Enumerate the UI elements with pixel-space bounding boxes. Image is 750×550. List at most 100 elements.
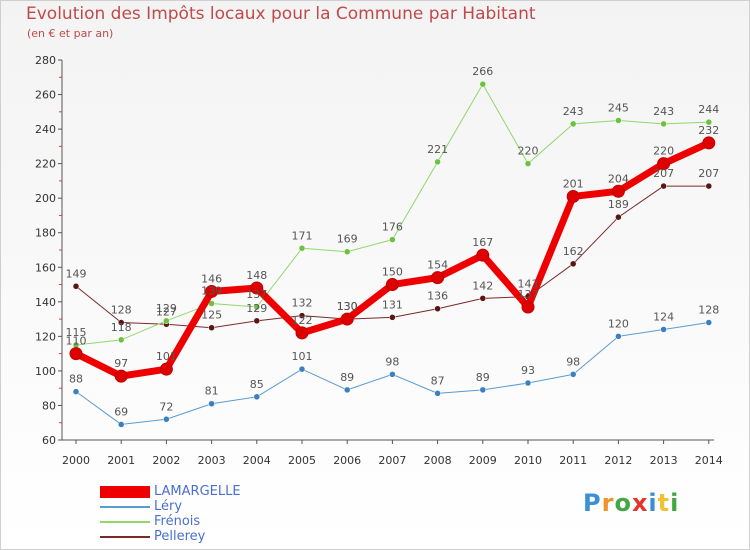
chart-subtitle: (en € et par an) <box>27 27 114 40</box>
data-label-frnois: 169 <box>337 233 358 246</box>
data-point-frnois <box>615 117 622 124</box>
legend-swatch-frenois <box>100 521 150 523</box>
data-point-lamargelle <box>295 326 309 340</box>
data-label-pellerey: 127 <box>156 305 177 318</box>
data-label-pellerey: 149 <box>66 267 87 280</box>
data-point-lamargelle <box>476 248 490 262</box>
logo-letter: r <box>601 489 615 517</box>
data-point-lamargelle <box>385 278 399 292</box>
data-label-frnois: 176 <box>382 221 403 234</box>
data-point-frnois <box>117 336 125 344</box>
x-tick-label: 2002 <box>152 454 180 467</box>
y-tick-label: 100 <box>35 365 56 378</box>
legend-label-frenois: Frénois <box>154 514 201 529</box>
data-point-lamargelle <box>566 189 580 203</box>
x-tick-label: 2007 <box>378 454 406 467</box>
x-tick-label: 2000 <box>62 454 90 467</box>
legend-swatch-pellerey <box>100 536 150 538</box>
data-label-lamargelle: 154 <box>427 259 448 272</box>
legend-swatch-lery <box>100 506 150 508</box>
data-point-lamargelle <box>431 271 445 285</box>
data-label-pellerey: 128 <box>111 304 132 317</box>
data-label-lry: 88 <box>69 373 83 386</box>
data-label-lry: 101 <box>292 350 313 363</box>
data-point-lamargelle <box>205 284 219 298</box>
data-label-frnois: 115 <box>66 326 87 339</box>
x-tick-label: 2004 <box>243 454 271 467</box>
data-label-frnois: 220 <box>518 145 539 158</box>
data-label-frnois: 244 <box>698 103 719 116</box>
legend-label-lamargelle: LAMARGELLE <box>154 484 241 499</box>
x-tick-label: 2008 <box>424 454 452 467</box>
x-tick-label: 2013 <box>650 454 678 467</box>
data-point-lry <box>434 390 441 397</box>
data-label-lamargelle: 101 <box>156 350 177 363</box>
data-label-frnois: 118 <box>111 321 132 334</box>
data-label-frnois: 171 <box>292 229 313 242</box>
data-label-pellerey: 162 <box>563 245 584 258</box>
logo-letter: P <box>583 489 602 517</box>
data-label-pellerey: 131 <box>382 298 403 311</box>
data-label-lry: 89 <box>476 371 490 384</box>
y-tick-label: 80 <box>42 399 56 412</box>
x-tick-label: 2006 <box>333 454 361 467</box>
y-tick-label: 220 <box>35 158 56 171</box>
data-label-lamargelle: 201 <box>563 177 584 190</box>
logo-letter: o <box>614 489 632 517</box>
data-label-frnois: 266 <box>472 65 493 78</box>
data-label-lamargelle: 148 <box>246 269 267 282</box>
data-point-lry <box>705 319 713 326</box>
data-label-lamargelle: 204 <box>608 172 629 185</box>
data-label-pellerey: 207 <box>698 167 719 180</box>
data-point-lamargelle <box>250 281 264 295</box>
data-label-lry: 87 <box>431 374 445 387</box>
y-tick-label: 120 <box>35 330 56 343</box>
data-point-lry <box>389 371 396 378</box>
data-label-lry: 93 <box>521 364 535 377</box>
data-point-lamargelle <box>69 347 83 361</box>
y-tick-label: 180 <box>35 227 56 240</box>
x-tick-label: 2011 <box>559 454 587 467</box>
data-label-lry: 72 <box>159 400 173 413</box>
data-label-lamargelle: 232 <box>698 124 719 137</box>
data-label-lamargelle: 146 <box>201 272 222 285</box>
x-tick-label: 2014 <box>695 454 723 467</box>
logo-letter: i <box>648 489 658 517</box>
data-point-lamargelle <box>657 157 671 171</box>
data-point-frnois <box>434 158 441 166</box>
data-label-frnois: 221 <box>427 143 448 156</box>
data-label-lamargelle: 167 <box>472 236 493 249</box>
data-point-lry <box>524 379 532 387</box>
data-label-lamargelle: 110 <box>66 335 87 348</box>
data-point-lry <box>208 400 215 407</box>
data-label-pellerey: 132 <box>292 297 313 310</box>
data-label-pellerey: 207 <box>653 167 674 180</box>
data-point-lry <box>163 416 170 423</box>
data-label-frnois: 137 <box>246 288 267 301</box>
data-label-frnois: 243 <box>563 105 584 118</box>
data-point-frnois <box>389 236 396 243</box>
data-point-lamargelle <box>340 312 354 326</box>
data-point-lry <box>72 388 80 395</box>
data-point-lry <box>117 421 125 428</box>
data-label-frnois: 243 <box>653 105 674 118</box>
data-label-lamargelle: 137 <box>518 288 539 301</box>
data-point-pellerey <box>569 260 577 268</box>
data-label-lry: 124 <box>653 310 674 323</box>
data-label-frnois: 245 <box>608 101 629 114</box>
data-label-lry: 69 <box>114 405 128 418</box>
data-point-lry <box>479 386 487 394</box>
y-tick-label: 200 <box>35 192 56 205</box>
data-point-frnois <box>298 245 306 252</box>
x-tick-label: 2010 <box>514 454 542 467</box>
data-label-pellerey: 143 <box>518 278 539 291</box>
data-point-frnois <box>660 120 667 128</box>
data-point-pellerey <box>298 312 306 319</box>
y-tick-label: 60 <box>42 434 56 447</box>
data-label-pellerey: 130 <box>337 300 358 313</box>
x-tick-label: 2005 <box>288 454 316 467</box>
data-label-lry: 120 <box>608 317 629 330</box>
data-point-pellerey <box>434 305 441 312</box>
